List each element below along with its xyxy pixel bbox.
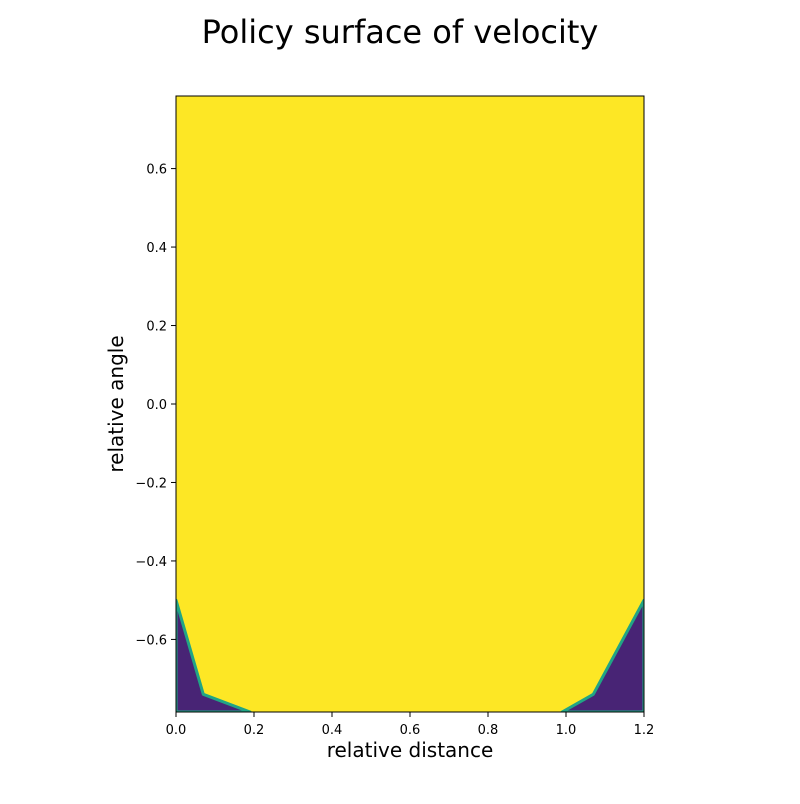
y-axis-label: relative angle: [104, 335, 128, 472]
x-tick-label: 0.2: [244, 723, 265, 738]
x-tick-label: 1.2: [634, 723, 655, 738]
x-tick-label: 0.6: [400, 723, 421, 738]
y-tick-label: −0.4: [135, 555, 167, 570]
y-tick-label: −0.6: [135, 633, 167, 648]
y-tick-label: 0.4: [146, 241, 167, 256]
y-tick-label: 0.6: [146, 163, 167, 178]
x-axis-label: relative distance: [327, 738, 494, 762]
x-tick-label: 0.8: [478, 723, 499, 738]
low-region-left: [176, 598, 252, 712]
y-tick-label: 0.0: [146, 398, 167, 413]
y-axis: −0.6 −0.4 −0.2 0.0 0.2 0.4 0.6: [135, 163, 176, 648]
low-region-right: [560, 598, 644, 712]
plot-area: [175, 95, 645, 713]
high-value-region: [176, 96, 644, 712]
y-tick-label: −0.2: [135, 476, 167, 491]
x-tick-label: 0.0: [166, 723, 187, 738]
chart-title: Policy surface of velocity: [202, 13, 599, 51]
x-axis: 0.0 0.2 0.4 0.6 0.8 1.0 1.2: [166, 712, 655, 738]
y-tick-label: 0.2: [146, 320, 167, 335]
x-tick-label: 1.0: [556, 723, 577, 738]
x-tick-label: 0.4: [322, 723, 343, 738]
